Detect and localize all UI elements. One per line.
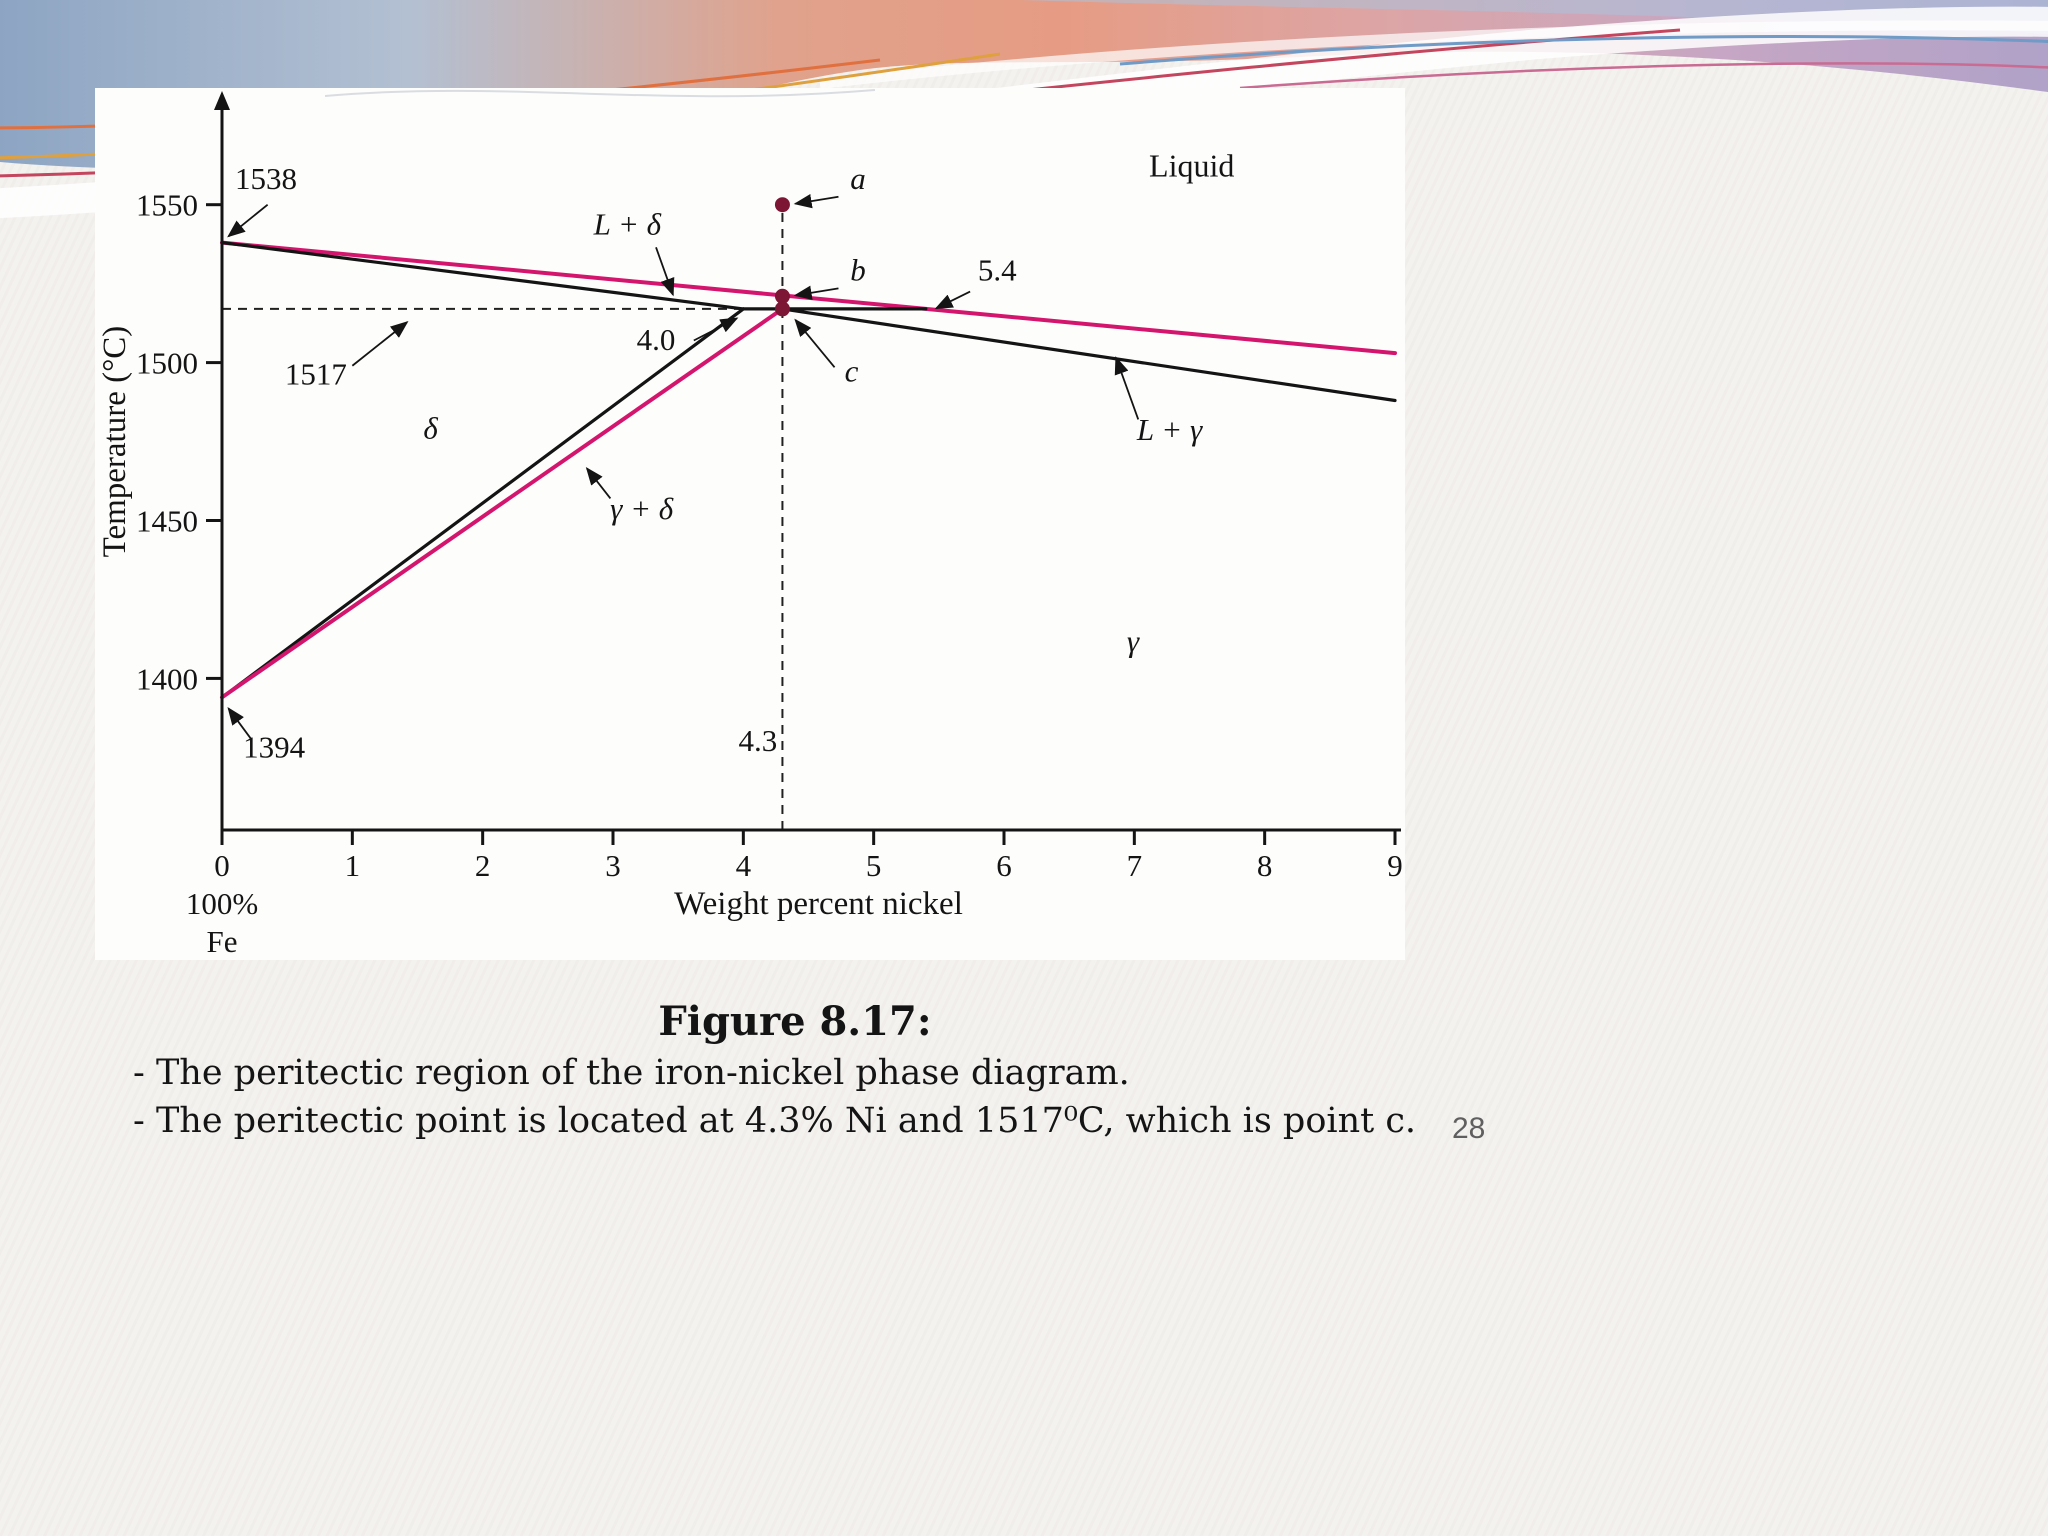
y-tick-label: 1550 <box>136 188 198 223</box>
x-tick-label: 4 <box>736 848 752 883</box>
y-tick-label: 1500 <box>136 346 198 381</box>
label-region-l-delta: L + δ <box>593 207 662 242</box>
point-c <box>774 301 790 317</box>
arrow-point-c <box>794 318 836 368</box>
arrow-region-gamma-delta <box>585 466 612 499</box>
phase-diagram: 1400 1450 1500 1550 0 1 2 3 4 5 6 7 8 9 100%Fe Weight p… <box>97 89 1403 959</box>
x-tick-label: 3 <box>605 848 621 883</box>
label-region-gamma-delta: γ + δ <box>610 491 674 526</box>
wave-line-pink <box>1239 62 2048 90</box>
x-tick-label: 2 <box>475 848 491 883</box>
label-4-3: 4.3 <box>738 723 777 758</box>
series-delta-solidus <box>220 240 745 311</box>
arrow-1538 <box>227 203 269 238</box>
x-tick-label: 6 <box>996 848 1012 883</box>
wave-white-thin <box>819 20 2048 89</box>
label-1394: 1394 <box>243 729 306 764</box>
label-region-delta: δ <box>423 410 438 445</box>
x-axis-title: Weight percent nickel <box>674 886 963 922</box>
point-a <box>774 197 790 213</box>
figure-caption-line-2: - The peritectic point is located at 4.3… <box>133 1101 1417 1141</box>
arrow-5-4 <box>934 290 971 310</box>
x-tick-label: 0 <box>214 848 230 883</box>
label-point-c: c <box>845 354 859 389</box>
label-region-l-gamma: L + γ <box>1136 412 1203 447</box>
y-tick-label: 1450 <box>136 504 198 539</box>
point-b <box>774 288 790 304</box>
arrow-region-l-delta <box>655 247 675 297</box>
x-tick-label: 7 <box>1127 848 1143 883</box>
chart-panel: 1400 1450 1500 1550 0 1 2 3 4 5 6 7 8 9 100% Fe Weight p… <box>95 88 1405 960</box>
series-gamma-left-boundary <box>220 306 785 700</box>
arrow-point-a <box>793 194 839 209</box>
series-gamma-solidus <box>780 307 1397 403</box>
label-1538: 1538 <box>235 161 297 196</box>
arrow-point-b <box>793 285 839 300</box>
x-tick-label: 1 <box>345 848 361 883</box>
arrow-1394 <box>227 706 252 739</box>
y-tick-label: 1400 <box>136 661 198 696</box>
figure-caption-line-1: - The peritectic region of the iron-nick… <box>133 1053 1130 1093</box>
y-axis-title: Temperature (°C) <box>97 326 133 558</box>
page-number: 28 <box>1452 1112 1486 1145</box>
label-point-b: b <box>850 252 866 287</box>
label-point-a: a <box>850 161 866 196</box>
x-tick-label: 5 <box>866 848 882 883</box>
x-origin-label-percent: 100% <box>186 886 258 921</box>
arrow-region-l-gamma <box>1114 356 1140 420</box>
x-tick-label: 8 <box>1257 848 1273 883</box>
arrow-1517 <box>351 321 409 367</box>
panel-decor-arc <box>324 89 876 98</box>
label-region-liquid: Liquid <box>1149 147 1234 183</box>
label-region-gamma: γ <box>1127 624 1140 659</box>
arrow-4-0 <box>693 317 739 342</box>
series-delta-plus-gamma-left-boundary <box>220 307 745 699</box>
x-tick-label: 9 <box>1387 848 1403 883</box>
label-4-0: 4.0 <box>637 322 676 357</box>
figure-caption: Figure 8.17: - The peritectic region of … <box>95 998 1495 1141</box>
label-5-4: 5.4 <box>978 252 1017 287</box>
x-origin-label-element: Fe <box>207 924 238 959</box>
figure-caption-title: Figure 8.17: <box>658 998 932 1045</box>
label-1517: 1517 <box>285 357 347 392</box>
wave-topright-blue <box>1020 0 2048 34</box>
y-axis-arrow <box>214 91 230 110</box>
wave-line-blue <box>1119 35 2048 66</box>
